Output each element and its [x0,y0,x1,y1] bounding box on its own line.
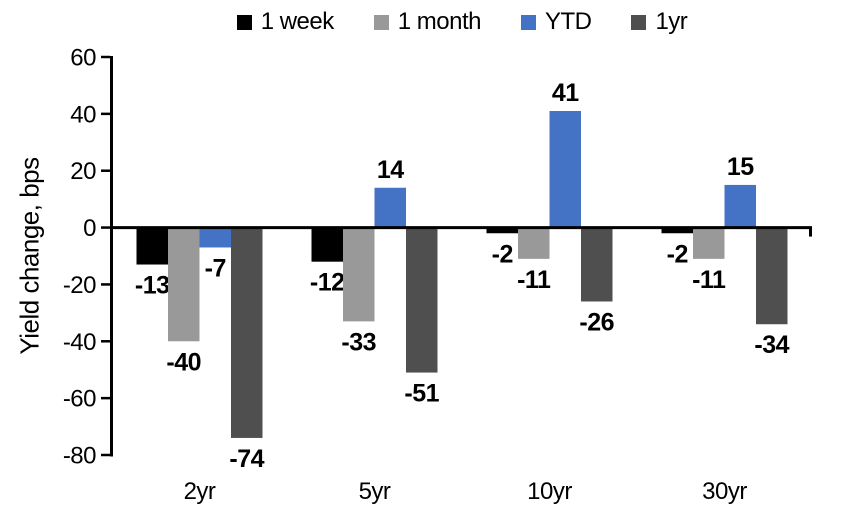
legend-label: 1yr [655,8,688,35]
y-tick-label: 40 [70,101,96,128]
y-tick-label: -80 [63,443,96,470]
data-label: -13 [135,272,170,300]
legend-label: YTD [544,8,592,35]
bar-1yr-5yr [406,227,438,373]
legend-item-YTD: YTD [520,8,592,36]
bar-1yr-30yr [756,227,788,325]
y-tick-label: -60 [63,386,96,413]
bar-1-week-10yr [486,227,518,234]
bar-1-month-2yr [168,227,200,342]
legend-item-1yr: 1yr [631,8,688,36]
bar-1yr-2yr [231,227,263,438]
legend-label: 1 month [397,8,482,35]
bar-YTD-30yr [724,184,756,228]
data-label: -7 [205,254,226,282]
bar-1yr-10yr [581,227,613,302]
bar-YTD-10yr [549,111,581,228]
data-label: -74 [229,445,264,473]
bar-1-month-10yr [518,227,550,259]
data-label: -34 [754,331,789,359]
data-label: -11 [517,266,551,294]
x-category-label: 30yr [702,478,747,505]
legend-swatch-icon [631,14,647,30]
bar-1-week-2yr [136,227,168,265]
bar-YTD-2yr [199,227,231,248]
data-label: -2 [492,240,513,268]
x-category-label: 5yr [359,478,391,505]
data-label: 15 [727,153,754,181]
legend-swatch-icon [373,14,389,30]
bar-1-week-5yr [311,227,343,262]
data-label: -11 [692,266,726,294]
x-category-label: 10yr [527,478,572,505]
y-tick-label: 60 [70,45,96,72]
legend-swatch-icon [236,14,252,30]
x-category-label: 2yr [184,478,216,505]
y-tick-label: 0 [83,215,96,242]
data-label: -2 [667,240,688,268]
data-label: -51 [404,380,439,408]
data-label: -26 [579,308,614,336]
y-tick-label: -40 [63,329,96,356]
legend-item-1-month: 1 month [373,8,482,36]
bar-1-month-30yr [693,227,725,259]
legend-label: 1 week [260,8,335,35]
legend-item-1-week: 1 week [236,8,335,36]
y-tick-label: -20 [63,272,96,299]
data-label: -12 [310,269,345,297]
y-tick-label: 20 [70,158,96,185]
legend-swatch-icon [520,14,536,30]
data-label: 41 [552,79,579,107]
bar-YTD-5yr [374,187,406,228]
data-label: 14 [377,156,404,184]
bar-1-month-5yr [343,227,375,322]
legend: 1 week 1 month YTD 1yr [112,6,812,38]
bar-1-week-30yr [661,227,693,234]
data-label: -40 [166,348,201,376]
data-label: -33 [341,328,376,356]
